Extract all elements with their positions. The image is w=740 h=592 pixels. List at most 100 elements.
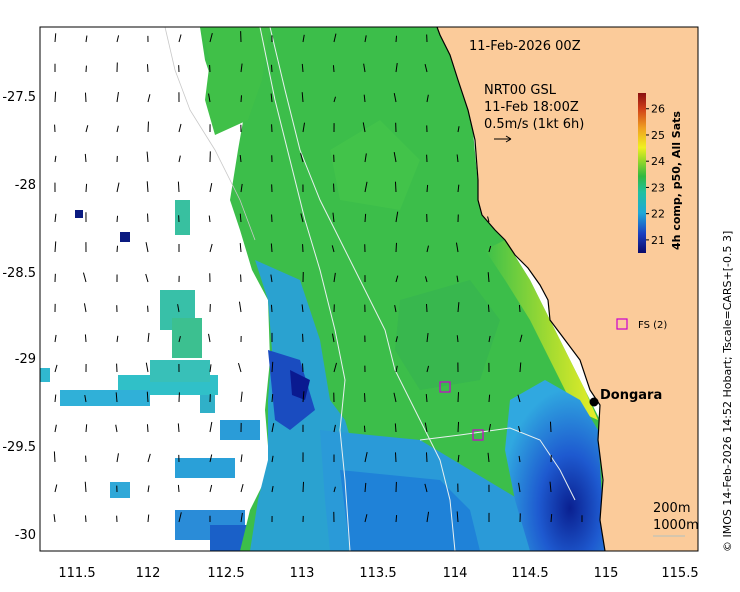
land [437,27,698,551]
current-vector [395,62,398,73]
dongara-label: Dongara [600,388,662,403]
current-vector [271,393,274,403]
current-vector [178,34,182,43]
current-vector [487,216,490,223]
current-vector [146,181,149,193]
current-vector [518,455,521,463]
current-vector [177,304,180,313]
current-vector [302,34,305,43]
current-vector [394,305,397,313]
current-vector [54,364,58,373]
current-vector [146,151,149,163]
current-vector [54,334,57,343]
current-vector [116,453,119,463]
current-vector [209,454,213,463]
current-vector [209,33,213,43]
current-vector [82,272,87,283]
sst-warm-shelf [485,240,598,420]
current-vector [395,211,399,223]
scale-arrow [494,135,512,143]
current-vector [426,365,430,373]
station-marker[interactable] [472,429,484,441]
current-vector [364,213,367,223]
current-vector [395,35,398,43]
current-vector [238,301,242,313]
current-vector [519,362,522,373]
current-vector [83,303,87,313]
date-label: 11-Feb-2026 00Z [469,39,581,54]
current-vector [455,242,459,253]
x-tick-label: 115.5 [661,566,698,581]
current-vector [333,424,336,433]
current-vector [209,421,213,433]
current-vector [518,304,521,313]
current-vector [146,424,149,433]
current-vector [519,334,523,343]
scale-label: 0.5m/s (1kt 6h) [484,117,584,132]
current-vector [488,335,491,343]
current-vector [517,394,521,403]
contour-200m [269,27,456,551]
side-credit: © IMOS 14-Feb-2026 14:52 Hobart; Tscale=… [721,231,734,552]
current-source-label: NRT00 GSL [484,83,557,98]
current-vector [147,514,150,523]
current-vector [84,515,87,523]
current-vector [300,153,304,163]
current-vector [116,245,119,253]
current-vector [426,245,429,253]
current-vector [115,392,118,403]
current-vector [84,334,87,343]
current-vector [271,423,275,433]
current-vector [364,181,368,193]
current-vector [147,453,151,463]
current-vector [426,94,429,103]
y-tick-label: -30 [15,528,36,543]
current-vector [209,183,213,193]
current-vector [147,485,150,493]
coastline [436,27,606,551]
contour-label-200m: 200m [653,501,690,516]
current-vector [394,423,397,433]
current-vector [116,215,119,223]
current-time-label: 11-Feb 18:00Z [484,100,579,115]
x-tick-label: 115 [594,566,619,581]
x-axis-ticks: 111.5 112 112.5 113 113.5 114 114.5 115 115.5 [58,566,698,581]
current-vector [145,362,149,373]
current-vector [362,122,366,133]
current-vector [363,94,366,103]
colorbar-tick-label: 22 [651,208,665,221]
current-vector [116,335,119,343]
colorbar-tick-label: 26 [651,103,665,116]
current-vector [178,512,182,523]
fs-station-marker[interactable] [616,318,628,330]
current-vector [488,423,491,433]
current-vector [395,275,399,283]
current-vector [270,243,273,253]
current-vector [333,33,337,43]
current-vector [116,92,119,103]
current-vector [208,93,211,103]
current-vector [239,242,242,253]
current-vector [424,276,428,283]
current-vector [147,94,151,103]
station-marker[interactable] [439,381,451,393]
y-tick-label: -28.5 [2,266,36,281]
fs-station-label: FS (2) [638,320,667,331]
current-vector [518,425,521,433]
current-vector [209,364,212,373]
current-vector [84,394,87,403]
current-vector [85,35,88,43]
current-vector [364,35,367,43]
current-vector [456,335,459,343]
current-vector [54,394,57,403]
current-vector [147,332,150,343]
current-vector [240,95,243,103]
current-vector [146,391,149,403]
current-vector [425,303,428,313]
current-vector [240,391,243,403]
current-vector [178,336,181,343]
current-vector [457,184,460,193]
current-vector [240,183,243,193]
current-vector [85,125,89,133]
